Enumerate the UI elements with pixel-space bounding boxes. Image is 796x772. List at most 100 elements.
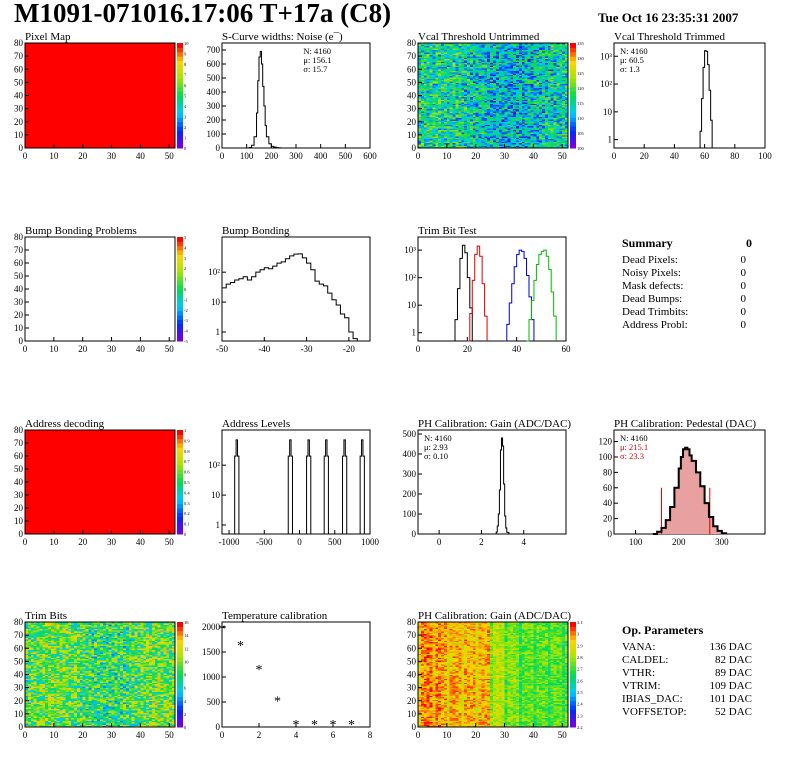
heatmap-cell [435, 65, 439, 68]
y-tick-label: 400 [207, 87, 221, 97]
heatmap-cell [458, 78, 462, 81]
heatmap-cell [441, 56, 445, 58]
heatmap-cell [418, 92, 422, 95]
heatmap-cell [455, 69, 459, 71]
heatmap-cell [487, 132, 491, 134]
heatmap-cell [438, 141, 442, 144]
heatmap-cell [420, 108, 425, 111]
heatmap-cell [478, 128, 482, 131]
x-tick-label: 300 [715, 537, 729, 547]
palette-tick-label: 1 [184, 277, 186, 282]
heatmap-cell [493, 82, 497, 85]
heatmap-cell [446, 50, 451, 53]
heatmap-cell [449, 111, 454, 113]
heatmap-cell [426, 115, 430, 117]
heatmap-cell [490, 133, 494, 136]
heatmap-cell [478, 88, 482, 91]
heatmap-cell [455, 86, 459, 89]
heatmap-cell [429, 71, 433, 74]
heatmap-cell [432, 82, 436, 85]
heatmap-cell [490, 52, 494, 54]
heatmap-cell [475, 49, 479, 52]
heatmap-cell [484, 129, 488, 132]
heatmap-cell [443, 66, 448, 69]
heatmap-cell [490, 54, 494, 57]
heatmap-cell [441, 69, 445, 71]
heatmap-cell [423, 100, 428, 103]
heatmap-cell [418, 96, 422, 99]
heatmap-cell [420, 102, 425, 104]
y-tick-label: 10³ [600, 51, 612, 61]
heatmap-cell [449, 48, 454, 50]
heatmap-cell [435, 60, 439, 62]
heatmap-cell [420, 49, 425, 52]
heatmap-cell [484, 52, 488, 54]
heatmap-cell [464, 46, 468, 49]
y-tick-label: 120 [599, 437, 613, 447]
heatmap-cell [475, 109, 479, 112]
palette-swatch [177, 245, 183, 251]
heatmap-cell [420, 144, 425, 146]
heatmap-cell [464, 98, 468, 100]
heatmap-cell [472, 125, 477, 128]
heatmap-cell [446, 44, 451, 47]
heatmap-cell [423, 71, 428, 74]
heatmap-cell [493, 125, 497, 128]
heatmap-cell [438, 120, 442, 123]
heatmap-cell [495, 78, 500, 81]
heatmap-cell [472, 67, 477, 70]
palette-swatch [177, 43, 183, 48]
heatmap-cell [432, 79, 436, 82]
heatmap-cell [426, 43, 430, 45]
heatmap-cell [481, 142, 485, 145]
heatmap-cells [25, 622, 176, 728]
heatmap-cell [452, 60, 456, 62]
heatmap-cell [455, 65, 459, 68]
palette-swatch [177, 69, 183, 75]
palette-swatch [570, 78, 576, 83]
heatmap-cell [438, 112, 442, 115]
heatmap-cell [472, 106, 477, 108]
palette-tick-label: 5 [184, 235, 187, 240]
heatmap-cell [493, 104, 497, 107]
heatmap-cell [418, 85, 422, 87]
heatmap-cell [487, 133, 491, 136]
heatmap-cell [490, 71, 494, 74]
heatmap-cell [469, 70, 474, 73]
heatmap-cell [438, 127, 442, 129]
heatmap-cell [461, 66, 465, 69]
heatmap-cell [472, 129, 477, 132]
heatmap-cell [441, 49, 445, 52]
heatmap-cell [481, 61, 485, 64]
heatmap-cell [418, 53, 422, 56]
heatmap-cell [487, 144, 491, 146]
heatmap-cell [426, 60, 430, 62]
heatmap-cell [481, 123, 485, 125]
heatmap-cell [429, 50, 433, 53]
heatmap-cell [461, 70, 465, 73]
heatmap-cell [495, 106, 500, 108]
heatmap-cell [429, 119, 433, 121]
heatmap-cell [475, 67, 479, 70]
heatmap-cell [432, 45, 436, 48]
heatmap-cell [455, 129, 459, 132]
heatmap-cell [484, 45, 488, 48]
heatmap-cell [446, 48, 451, 50]
heatmap-cell [495, 88, 500, 91]
heatmap-cell [469, 58, 474, 61]
heatmap-cell [426, 138, 430, 141]
heatmap-cell [464, 137, 468, 140]
heatmap-cell [432, 73, 436, 75]
heatmap-cell [458, 120, 462, 123]
heatmap-cell [420, 66, 425, 69]
y-tick-label: 80 [603, 467, 613, 477]
heatmap-cell [481, 117, 485, 120]
heatmap-cell [418, 129, 422, 132]
heatmap-cell [441, 119, 445, 121]
heatmap-cell [446, 90, 451, 92]
heatmap-cell [429, 43, 433, 45]
heatmap-cell [487, 91, 491, 94]
heatmap-cell [423, 129, 428, 132]
heatmap-cell [461, 94, 465, 96]
